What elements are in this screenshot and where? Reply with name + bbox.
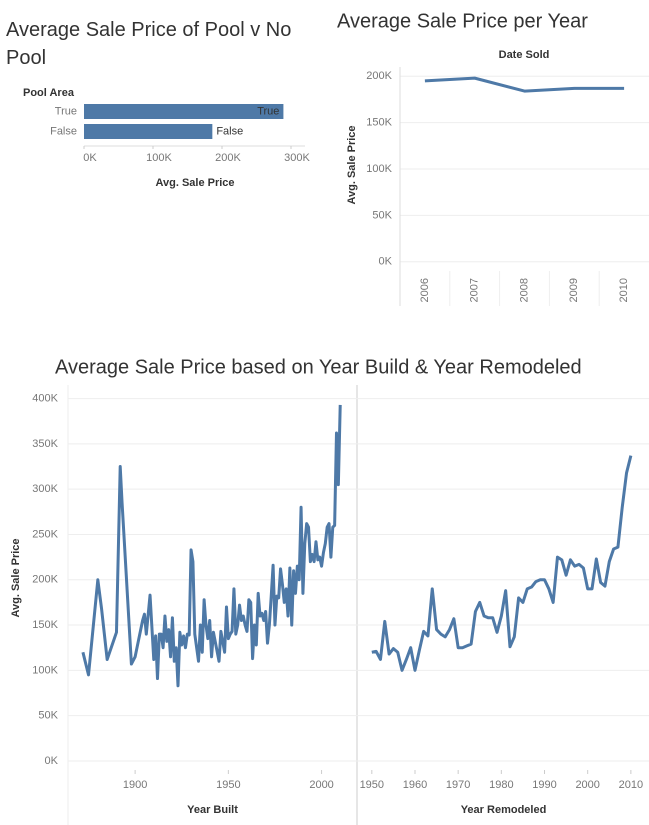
x-axis-title: Date Sold — [499, 49, 550, 61]
y-tick-label: 200K — [32, 574, 58, 586]
x-tick-label: 1900 — [123, 779, 147, 791]
y-axis-title: Avg. Sale Price — [346, 125, 358, 204]
x-tick-label: 1970 — [446, 779, 470, 791]
x-tick-label: 2009 — [568, 278, 580, 302]
line — [371, 455, 633, 672]
line — [81, 404, 342, 688]
y-tick-label: 150K — [366, 117, 392, 129]
y-tick-label: 50K — [372, 209, 392, 221]
y-tick-label: 0K — [379, 256, 393, 268]
bar-label: False — [216, 125, 243, 137]
y-tick-label: 200K — [366, 70, 392, 82]
y-tick-label: 250K — [32, 528, 58, 540]
x-tick-label: 1960 — [403, 779, 427, 791]
x-tick-label: 2000 — [575, 779, 599, 791]
y-tick-label: 300K — [32, 483, 58, 495]
y-tick-label: 150K — [32, 619, 58, 631]
x-tick-label: 100K — [146, 152, 172, 164]
category-label: False — [50, 125, 77, 137]
y-tick-label: 100K — [366, 163, 392, 175]
x-tick-label: 0K — [83, 152, 97, 164]
y-axis-title: Avg. Sale Price — [10, 538, 22, 617]
x-tick-label: 300K — [284, 152, 310, 164]
y-tick-label: 0K — [45, 755, 59, 767]
y-tick-label: 50K — [38, 710, 58, 722]
x-tick-label: 1990 — [532, 779, 556, 791]
x-tick-label: 1980 — [489, 779, 513, 791]
bar — [84, 124, 213, 139]
x-tick-label: 2000 — [309, 779, 333, 791]
category-label: True — [55, 105, 77, 117]
y-tick-label: 350K — [32, 438, 58, 450]
x-tick-label: 1950 — [216, 779, 240, 791]
x-tick-label: 2008 — [518, 278, 530, 302]
chart-title: Average Sale Price per Year — [337, 10, 588, 32]
x-axis-title: Avg. Sale Price — [155, 177, 234, 189]
bar-label: True — [257, 105, 279, 117]
x-tick-label: 200K — [215, 152, 241, 164]
line — [424, 76, 625, 93]
x-tick-label: 2010 — [618, 278, 630, 302]
y-tick-label: 400K — [32, 392, 58, 404]
x-axis-title: Year Remodeled — [461, 804, 547, 816]
y-tick-label: 100K — [32, 664, 58, 676]
x-tick-label: 2010 — [619, 779, 643, 791]
bar — [84, 104, 284, 119]
chart-title: Average Sale Price based on Year Build &… — [55, 356, 582, 378]
x-tick-label: 1950 — [360, 779, 384, 791]
chart-title: Average Sale Price of Pool v No Pool — [6, 19, 292, 69]
category-header: Pool Area — [23, 87, 75, 99]
x-axis-title: Year Built — [187, 804, 238, 816]
x-tick-label: 2006 — [419, 278, 431, 302]
x-tick-label: 2007 — [469, 278, 481, 302]
